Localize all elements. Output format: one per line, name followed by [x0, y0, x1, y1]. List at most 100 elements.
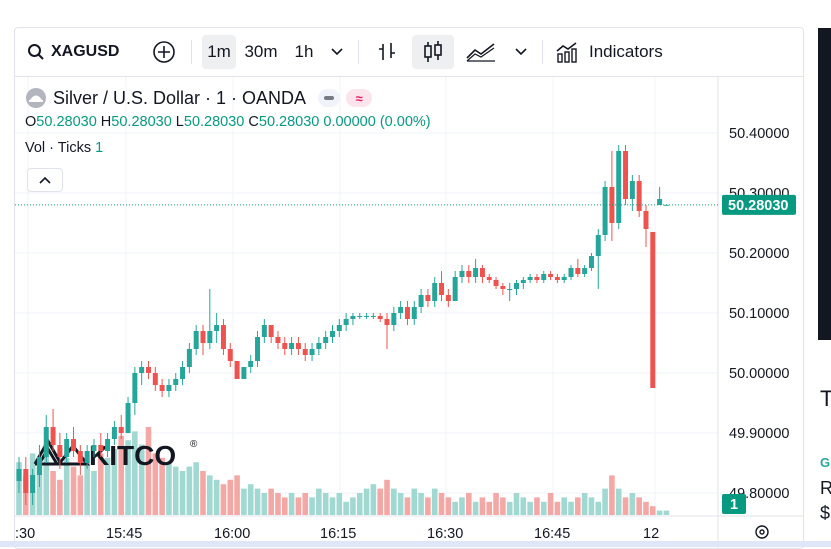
area-style-button[interactable]	[461, 35, 501, 69]
candle[interactable]	[541, 271, 547, 283]
settings-gear-icon[interactable]	[755, 525, 769, 539]
candle[interactable]	[466, 265, 472, 283]
candle[interactable]	[377, 313, 383, 322]
candle[interactable]	[43, 415, 49, 463]
bar-style-button[interactable]	[370, 35, 404, 69]
candle[interactable]	[343, 313, 349, 331]
symbol-search-button[interactable]: XAGUSD	[27, 35, 127, 69]
candle[interactable]	[295, 337, 301, 355]
candle[interactable]	[329, 325, 335, 343]
candle[interactable]	[445, 289, 451, 307]
candle[interactable]	[220, 319, 226, 355]
candle[interactable]	[261, 319, 267, 343]
candle[interactable]	[173, 373, 179, 391]
candle[interactable]	[98, 433, 104, 457]
candle[interactable]	[507, 283, 513, 301]
candle[interactable]	[629, 175, 635, 211]
candle[interactable]	[500, 283, 506, 295]
candle[interactable]	[650, 232, 656, 388]
candle[interactable]	[57, 433, 63, 469]
candle[interactable]	[323, 331, 329, 349]
candle[interactable]	[391, 307, 397, 331]
candle[interactable]	[513, 280, 519, 295]
candle[interactable]	[289, 337, 295, 355]
interval-30m-button[interactable]: 30m	[244, 42, 278, 61]
candle[interactable]	[84, 445, 90, 469]
candle[interactable]	[166, 379, 172, 397]
candle[interactable]	[398, 301, 404, 319]
candle[interactable]	[643, 205, 649, 247]
candle[interactable]	[77, 445, 83, 475]
candle[interactable]	[180, 361, 186, 385]
hide-series-toggle[interactable]	[318, 89, 341, 107]
candle[interactable]	[125, 397, 131, 433]
candle[interactable]	[64, 433, 70, 463]
candle[interactable]	[575, 259, 581, 277]
indicators-button[interactable]: Indicators	[555, 35, 675, 69]
candle[interactable]	[602, 181, 608, 241]
candle[interactable]	[118, 415, 124, 439]
candle[interactable]	[357, 313, 363, 319]
candle[interactable]	[657, 187, 663, 205]
candle[interactable]	[139, 361, 145, 385]
candle[interactable]	[145, 361, 151, 379]
candle[interactable]	[36, 445, 42, 487]
candle[interactable]	[159, 379, 165, 397]
candle[interactable]	[425, 289, 431, 307]
candle[interactable]	[432, 277, 438, 307]
candle[interactable]	[411, 301, 417, 325]
candle[interactable]	[609, 151, 615, 241]
candle[interactable]	[534, 274, 540, 283]
candle[interactable]	[350, 313, 356, 325]
candle[interactable]	[200, 325, 206, 355]
candle[interactable]	[302, 343, 308, 361]
candles-style-button[interactable]	[412, 35, 454, 69]
candle[interactable]	[91, 439, 97, 457]
candle[interactable]	[23, 457, 29, 505]
candle[interactable]	[50, 409, 56, 451]
candle[interactable]	[548, 271, 554, 280]
candle[interactable]	[336, 319, 342, 337]
candle[interactable]	[71, 427, 77, 457]
candle[interactable]	[595, 229, 601, 289]
candle[interactable]	[520, 277, 526, 289]
candle[interactable]	[479, 265, 485, 283]
candle[interactable]	[234, 361, 240, 379]
interval-1m-button[interactable]: 1m	[202, 35, 236, 69]
candle[interactable]	[384, 313, 390, 349]
candle[interactable]	[370, 313, 376, 319]
candle[interactable]	[282, 337, 288, 355]
candle[interactable]	[588, 253, 594, 271]
chart-canvas[interactable]: KITCO ®50.4000050.3000050.2000050.1000050…	[15, 28, 803, 548]
interval-dropdown-button[interactable]	[325, 35, 349, 69]
candle[interactable]	[275, 331, 281, 349]
chart-style-dropdown-button[interactable]	[509, 35, 533, 69]
candle[interactable]	[227, 343, 233, 367]
candle[interactable]	[268, 325, 274, 343]
candle[interactable]	[152, 367, 158, 391]
candle[interactable]	[473, 259, 479, 283]
candle[interactable]	[439, 271, 445, 301]
candle[interactable]	[486, 274, 492, 283]
candle[interactable]	[364, 313, 370, 319]
add-symbol-button[interactable]	[149, 35, 179, 69]
candle[interactable]	[404, 301, 410, 325]
candle[interactable]	[193, 325, 199, 355]
candle[interactable]	[418, 289, 424, 313]
candle[interactable]	[186, 343, 192, 373]
candle[interactable]	[309, 343, 315, 361]
candle[interactable]	[493, 277, 499, 289]
candle[interactable]	[16, 457, 22, 493]
candle[interactable]	[248, 355, 254, 373]
candle[interactable]	[452, 271, 458, 301]
candle[interactable]	[582, 265, 588, 277]
candle[interactable]	[30, 469, 36, 505]
candle[interactable]	[255, 331, 261, 367]
candle[interactable]	[459, 265, 465, 283]
candle[interactable]	[623, 145, 629, 205]
interval-1h-button[interactable]: 1h	[294, 42, 314, 61]
collapse-legend-button[interactable]	[27, 168, 63, 192]
candle[interactable]	[554, 274, 560, 283]
candle[interactable]	[132, 367, 138, 415]
candle[interactable]	[105, 433, 111, 457]
